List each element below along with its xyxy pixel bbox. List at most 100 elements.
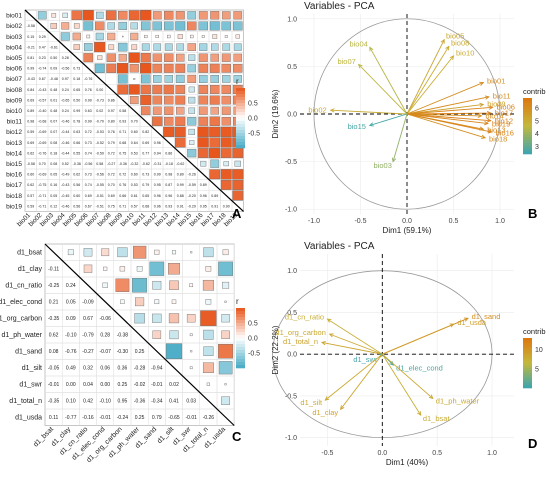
cell-value: -0.55 (96, 183, 104, 187)
arrow-line (369, 47, 408, 115)
row-label: bio04 (6, 44, 22, 51)
legend-swatch (523, 340, 532, 344)
legend-swatch (523, 114, 532, 118)
legend-swatch (523, 343, 532, 346)
corr-square (103, 266, 108, 271)
corr-square (176, 43, 185, 51)
arrow-head (326, 318, 332, 323)
corr-square (224, 383, 227, 386)
cell-value: 0.01 (50, 98, 57, 102)
corr-square (167, 34, 171, 39)
legend-swatch (236, 133, 245, 137)
corr-square (169, 330, 179, 340)
legend-swatch (236, 350, 245, 354)
y-tick-label: -1.0 (285, 207, 297, 214)
panel-label-A: A (232, 206, 242, 221)
corr-square (220, 169, 232, 180)
cell-value: -0.73 (96, 98, 104, 102)
corr-square (164, 75, 173, 83)
corr-square (190, 34, 194, 39)
cell-value: -0.29 (188, 204, 196, 208)
cell-value: 0.05 (66, 300, 76, 306)
cell-value: -0.11 (48, 267, 59, 273)
legend-swatch (523, 383, 532, 386)
arrow-label: bio15 (348, 122, 366, 131)
legend-swatch (523, 345, 532, 349)
corr-square (83, 248, 93, 257)
legend-swatch (236, 317, 245, 321)
cell-value: 0.60 (131, 130, 138, 134)
arrow-line (381, 353, 422, 416)
corr-square (198, 95, 209, 105)
cell-value: 0.89 (211, 194, 218, 198)
legend-swatch (523, 137, 532, 141)
cell-value: -0.45 (61, 194, 69, 198)
corr-square (101, 248, 110, 257)
cell-value: 0.91 (211, 204, 218, 208)
corr-square (188, 86, 195, 93)
cell-value: 0.72 (85, 130, 92, 134)
corr-square (198, 116, 209, 126)
cell-value: 0.94 (154, 151, 161, 155)
cell-value: 0.69 (108, 194, 115, 198)
arrow-line (406, 112, 491, 115)
corr-square (209, 169, 221, 180)
cell-value: -0.16 (82, 415, 94, 421)
cell-value: 0.72 (119, 173, 126, 177)
cell-value: 0.00 (96, 88, 103, 92)
arrow-label: bio05 (446, 32, 464, 41)
corr-square (233, 53, 243, 62)
legend-swatch (236, 341, 245, 345)
corr-square (128, 84, 140, 95)
cell-value: 0.55 (73, 151, 80, 155)
corr-square (197, 126, 209, 138)
x-tick-label: 0.0 (402, 218, 412, 225)
legend-swatch (523, 106, 532, 110)
cell-value: 0.23 (39, 56, 46, 60)
corr-square (152, 11, 162, 20)
cell-value: 0.70 (108, 183, 115, 187)
corr-square (223, 161, 229, 167)
cell-value: -0.59 (96, 151, 104, 155)
cell-value: -0.94 (151, 366, 163, 372)
cell-value: 0.70 (131, 120, 138, 124)
corr-square (221, 396, 230, 405)
arrow-head (486, 118, 492, 123)
cell-value: 0.99 (27, 67, 34, 71)
cell-value: -0.62 (142, 162, 150, 166)
row-label: bio08 (6, 87, 22, 94)
legend-swatch (236, 362, 245, 366)
corr-square (152, 106, 162, 115)
legend-tick: 5 (535, 366, 539, 373)
corr-square (199, 43, 208, 51)
cell-value: 0.28 (62, 56, 69, 60)
cell-value: 0.02 (96, 109, 103, 113)
cell-value: 0.68 (142, 204, 149, 208)
corr-square (152, 53, 162, 62)
corr-square (152, 84, 163, 95)
legend-swatch (523, 338, 532, 341)
legend-swatch (236, 320, 245, 324)
x-axis-title: Dim1 (40%) (386, 458, 429, 467)
row-label: bio06 (6, 66, 22, 73)
corr-square (200, 310, 217, 327)
corr-square (175, 11, 185, 20)
corr-square (95, 21, 105, 31)
corr-square (198, 11, 208, 20)
arrow-head (488, 105, 494, 110)
x-tick-label: 0.5 (432, 450, 442, 457)
legend-swatch (236, 103, 245, 107)
arrow-head (428, 394, 434, 400)
corr-square (186, 21, 197, 31)
corr-square (221, 11, 231, 20)
cell-value: 0.60 (27, 173, 34, 177)
cell-value: 0.90 (223, 204, 230, 208)
cell-value: 0.41 (169, 399, 179, 405)
cell-value: 0.68 (119, 141, 126, 145)
corr-square (175, 21, 186, 31)
arrow-line (321, 342, 383, 355)
corr-square (83, 43, 93, 52)
cell-value: 0.96 (154, 141, 161, 145)
legend-swatch (523, 109, 532, 113)
cell-value: -0.56 (96, 173, 104, 177)
